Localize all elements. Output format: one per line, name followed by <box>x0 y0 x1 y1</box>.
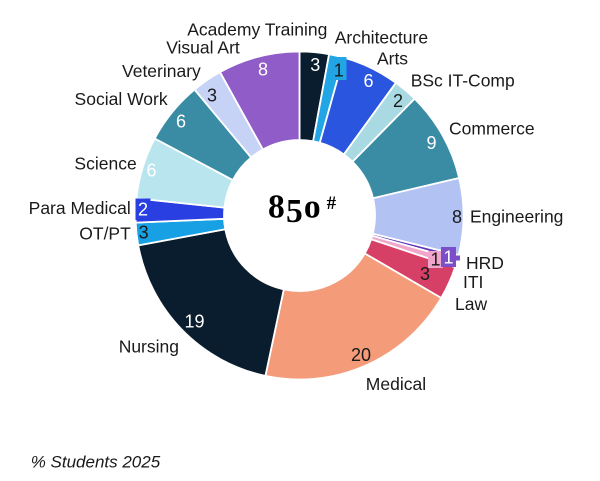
svg-text:6: 6 <box>176 112 186 132</box>
svg-text:Visual Art: Visual Art <box>166 38 240 58</box>
svg-text:8: 8 <box>452 207 462 227</box>
svg-text:Architecture: Architecture <box>335 28 428 48</box>
svg-text:8: 8 <box>258 60 268 80</box>
svg-text:3: 3 <box>420 264 430 284</box>
svg-text:Engineering: Engineering <box>470 207 563 227</box>
svg-text:% Students 2025: % Students 2025 <box>31 453 161 472</box>
svg-text:#: # <box>327 193 337 214</box>
svg-text:6: 6 <box>146 161 156 181</box>
svg-text:Social Work: Social Work <box>75 89 168 109</box>
svg-text:9: 9 <box>426 133 436 153</box>
svg-text:19: 19 <box>184 312 204 332</box>
svg-text:1: 1 <box>334 61 344 81</box>
svg-text:Science: Science <box>74 154 136 174</box>
svg-text:OT/PT: OT/PT <box>79 224 131 244</box>
svg-text:Arts: Arts <box>377 48 408 68</box>
svg-text:Commerce: Commerce <box>449 119 535 139</box>
svg-text:3: 3 <box>207 86 217 106</box>
svg-text:Academy Training: Academy Training <box>187 20 327 40</box>
svg-text:Medical: Medical <box>366 374 426 394</box>
svg-text:Veterinary: Veterinary <box>122 61 201 81</box>
svg-text:3: 3 <box>310 55 320 75</box>
svg-text:Law: Law <box>455 294 487 314</box>
svg-text:Nursing: Nursing <box>119 337 179 357</box>
svg-text:6: 6 <box>363 71 373 91</box>
svg-text:HRD: HRD <box>466 253 504 273</box>
svg-text:2: 2 <box>138 200 148 220</box>
svg-text:20: 20 <box>351 345 371 365</box>
svg-text:Para Medical: Para Medical <box>29 198 131 218</box>
svg-text:2: 2 <box>393 91 403 111</box>
svg-text:ITI: ITI <box>463 272 483 292</box>
svg-text:1: 1 <box>430 250 440 270</box>
svg-text:85o: 85o <box>268 189 322 231</box>
svg-text:1: 1 <box>443 248 453 268</box>
svg-text:3: 3 <box>139 223 149 243</box>
svg-text:BSc IT-Comp: BSc IT-Comp <box>411 71 515 91</box>
